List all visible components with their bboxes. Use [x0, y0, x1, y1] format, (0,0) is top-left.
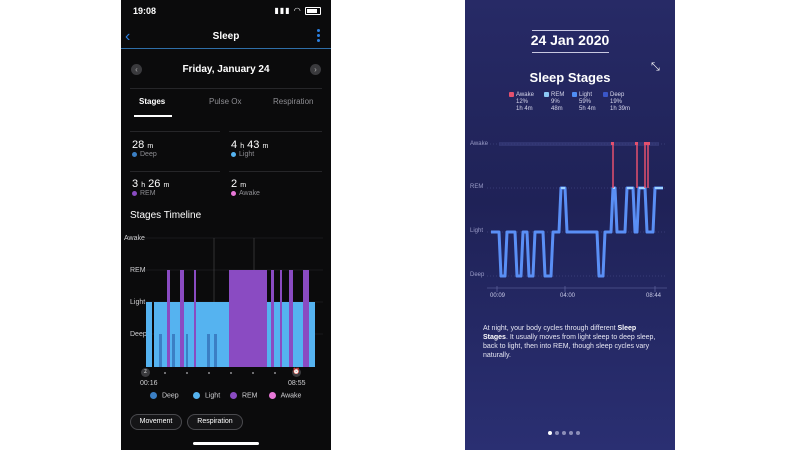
tab-respiration[interactable]: Respiration	[273, 97, 314, 106]
y-label-light: Light	[130, 299, 146, 306]
light-color-dot	[231, 151, 236, 157]
page-dot[interactable]	[569, 431, 573, 435]
stat-awake-value: 2 m	[231, 178, 247, 190]
stat-rem-label: REM	[140, 190, 156, 197]
home-indicator[interactable]	[193, 442, 259, 445]
page-dot[interactable]	[555, 431, 559, 435]
collapse-icon[interactable]: ⤡	[651, 61, 660, 73]
active-tab-indicator	[134, 115, 172, 117]
page-indicator[interactable]	[548, 422, 598, 435]
next-day-button[interactable]: ›	[310, 64, 321, 75]
sleep-date: 24 Jan 2020	[530, 32, 610, 48]
light-legend-dot	[193, 392, 200, 399]
divider	[130, 88, 322, 89]
stat-rem: 3 h 26 m REM	[132, 178, 169, 197]
timeline-start-time: 00:16	[140, 380, 158, 387]
movement-button[interactable]: Movement	[130, 414, 182, 430]
stat-deep: 28 m Deep	[132, 139, 157, 158]
alarm-clock-icon: ⏰	[292, 368, 301, 377]
sleep-stages-title: Sleep Stages	[529, 70, 611, 85]
respiration-button[interactable]: Respiration	[187, 414, 243, 430]
garmin-sleep-screen: 19:08 ▮▮▮ ◠ ‹ Sleep ‹ Friday, January 24…	[121, 0, 331, 450]
x-label-end: 08:44	[646, 293, 662, 299]
tab-stages[interactable]: Stages	[139, 97, 166, 106]
awake-legend-dot	[269, 392, 276, 399]
date-underline-bottom	[532, 52, 609, 53]
legend-light: Light	[193, 392, 220, 399]
page-title: Sleep	[212, 31, 240, 42]
battery-icon	[305, 6, 321, 15]
y-label-light: Light	[470, 228, 484, 234]
timeline-end-time: 08:55	[288, 380, 306, 387]
light-swatch	[572, 92, 577, 97]
legend-rem: REM	[230, 392, 258, 399]
page-dot[interactable]	[576, 431, 580, 435]
x-label-start: 00:09	[490, 293, 506, 299]
divider	[229, 171, 322, 172]
date-underline-top	[532, 30, 609, 31]
stat-light: 4 h 43 m Light	[231, 139, 268, 158]
deep-swatch	[603, 92, 608, 97]
legend-deep: Deep 19% 1h 39m	[603, 92, 630, 113]
awake-swatch	[509, 92, 514, 97]
more-options-icon[interactable]	[315, 27, 321, 44]
sleep-stages-chart	[487, 142, 667, 292]
deep-color-dot	[132, 151, 137, 157]
y-label-rem: REM	[470, 184, 484, 190]
rem-color-dot	[132, 190, 137, 196]
y-label-awake: Awake	[470, 141, 488, 147]
signal-icon: ▮▮▮	[274, 6, 291, 15]
sleep-stages-emphasis: Sleep Stages	[483, 325, 637, 341]
page-dot-active[interactable]	[548, 431, 552, 435]
divider	[130, 171, 220, 172]
legend-awake: Awake	[269, 392, 301, 399]
stat-awake-label: Awake	[239, 190, 260, 197]
y-label-rem: REM	[130, 267, 146, 274]
stages-timeline-title: Stages Timeline	[130, 210, 202, 221]
status-icons: ▮▮▮ ◠	[274, 6, 321, 15]
stat-rem-value: 3 h 26 m	[132, 178, 170, 190]
selected-date: Friday, January 24	[182, 64, 270, 75]
sleep-stages-description: At night, your body cycles through diffe…	[483, 325, 656, 359]
back-chevron-icon[interactable]: ‹	[125, 28, 131, 45]
sleep-start-icon: z	[141, 368, 150, 377]
rem-swatch	[544, 92, 549, 97]
tab-pulse-ox[interactable]: Pulse Ox	[209, 97, 242, 106]
stat-light-label: Light	[239, 151, 255, 158]
awake-color-dot	[231, 190, 236, 196]
legend-awake: Awake 12% 1h 4m	[509, 92, 534, 113]
rem-legend-dot	[230, 392, 237, 399]
nav-bar	[121, 24, 331, 49]
legend-rem: REM 9% 48m	[544, 92, 564, 113]
previous-day-button[interactable]: ‹	[131, 64, 142, 75]
x-label-mid: 04:00	[560, 293, 576, 299]
divider	[130, 131, 220, 132]
legend-light: Light 59% 5h 4m	[572, 92, 596, 113]
status-time: 19:08	[133, 6, 157, 16]
y-label-deep: Deep	[130, 331, 147, 338]
y-label-awake: Awake	[124, 235, 145, 242]
status-bar: 19:08 ▮▮▮ ◠	[121, 0, 331, 22]
stat-deep-label: Deep	[140, 151, 157, 158]
legend-deep: Deep	[150, 392, 179, 399]
stages-timeline-chart	[145, 237, 323, 367]
divider	[229, 131, 322, 132]
page-dot[interactable]	[562, 431, 566, 435]
stat-deep-value: 28 m	[132, 139, 154, 151]
deep-legend-dot	[150, 392, 157, 399]
y-label-deep: Deep	[470, 272, 485, 278]
stat-awake: 2 m Awake	[231, 178, 260, 197]
stat-light-value: 4 h 43 m	[231, 139, 269, 151]
fitbit-sleep-screen: 24 Jan 2020 ⤡ Sleep Stages Awake 12% 1h …	[465, 0, 675, 450]
wifi-icon: ◠	[293, 6, 302, 15]
